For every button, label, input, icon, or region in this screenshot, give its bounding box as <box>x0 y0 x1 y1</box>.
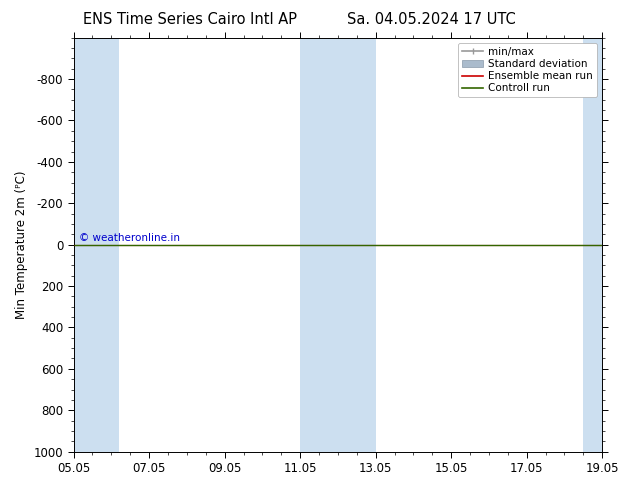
Bar <box>300 38 376 452</box>
Text: © weatheronline.in: © weatheronline.in <box>79 233 180 244</box>
Y-axis label: Min Temperature 2m (ᴾC): Min Temperature 2m (ᴾC) <box>15 171 28 319</box>
Text: ENS Time Series Cairo Intl AP: ENS Time Series Cairo Intl AP <box>83 12 297 27</box>
Text: Sa. 04.05.2024 17 UTC: Sa. 04.05.2024 17 UTC <box>347 12 515 27</box>
Bar <box>583 38 602 452</box>
Legend: min/max, Standard deviation, Ensemble mean run, Controll run: min/max, Standard deviation, Ensemble me… <box>458 43 597 98</box>
Bar <box>74 38 119 452</box>
